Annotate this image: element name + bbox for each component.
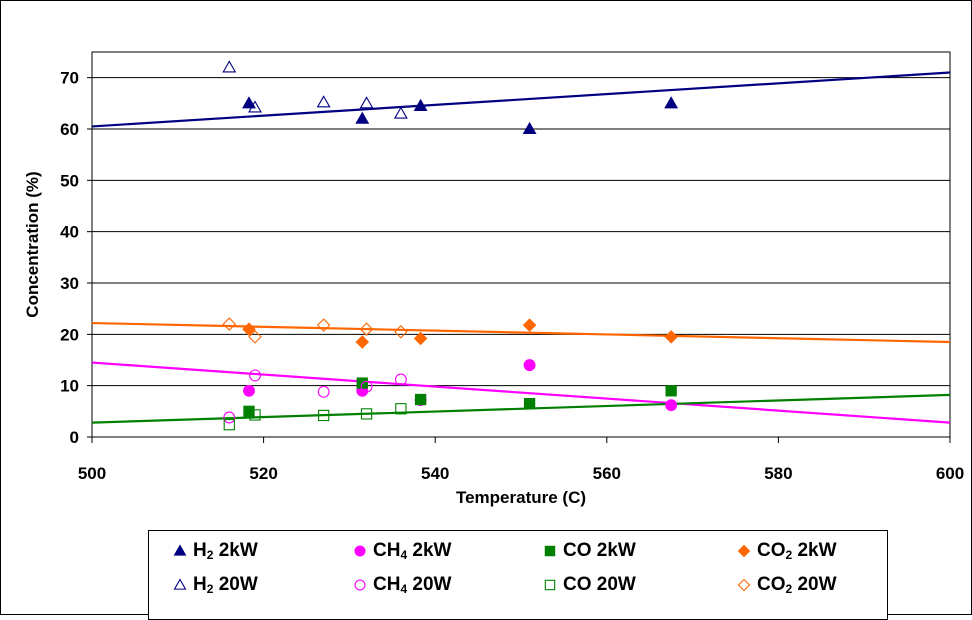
data-point <box>243 384 255 397</box>
legend-label: H2 2kW <box>193 540 258 562</box>
legend-label: CO2 20W <box>757 574 837 596</box>
x-tick-label: 520 <box>249 464 277 483</box>
data-point <box>360 408 373 420</box>
legend-item: CO 20W <box>543 573 636 597</box>
series-ch4-2kw <box>243 359 678 412</box>
data-point <box>223 419 235 431</box>
data-point <box>393 106 408 119</box>
x-tick-label: 540 <box>421 464 449 483</box>
legend-item: H2 2kW <box>173 539 258 563</box>
series-co2-20w <box>222 317 408 344</box>
legend-item: CO 2kW <box>543 539 636 563</box>
data-point <box>242 322 256 336</box>
data-point <box>316 318 331 332</box>
data-point <box>222 317 237 331</box>
legend-marker-icon <box>737 544 751 558</box>
legend-marker-icon <box>173 544 187 556</box>
y-tick-label: 20 <box>60 325 79 344</box>
x-tick-label: 560 <box>593 464 621 483</box>
data-point <box>359 96 374 109</box>
x-axis-title: Temperature (C) <box>456 488 586 507</box>
y-tick-label: 60 <box>60 120 79 139</box>
legend-item: H2 20W <box>173 573 258 597</box>
x-tick-label: 580 <box>764 464 792 483</box>
series-h2-20w <box>222 60 408 119</box>
data-point <box>243 405 255 417</box>
data-point <box>223 411 236 424</box>
legend-label: CO2 2kW <box>757 540 837 562</box>
data-point <box>522 318 537 332</box>
data-point <box>413 98 428 111</box>
data-point <box>316 95 331 108</box>
data-point <box>355 111 370 124</box>
data-point <box>395 403 407 415</box>
y-tick-label: 30 <box>60 274 79 293</box>
data-point <box>222 60 237 73</box>
x-tick-label: 600 <box>936 464 964 483</box>
data-point <box>394 324 408 339</box>
legend-label: CO 2kW <box>563 540 636 561</box>
plot-area <box>91 51 951 438</box>
y-tick-label: 0 <box>70 428 79 447</box>
legend-marker-icon <box>544 579 556 591</box>
legend-item: CO2 20W <box>737 573 837 597</box>
trendline <box>91 393 951 424</box>
legend-label: CO 20W <box>563 574 636 595</box>
data-point <box>355 335 370 349</box>
series-co2-2kw <box>242 318 678 349</box>
legend-item: CH4 2kW <box>353 539 452 563</box>
data-point <box>664 330 678 344</box>
y-tick-label: 10 <box>60 377 79 396</box>
legend: H2 2kW CH4 2kW CO 2kW CO2 2kW H2 20W CH4 20W C… <box>148 530 888 620</box>
data-point <box>248 100 262 113</box>
x-tick-label: 500 <box>78 464 106 483</box>
y-tick-label: 50 <box>60 171 79 190</box>
data-point <box>665 399 678 412</box>
legend-item: CH4 20W <box>353 573 452 597</box>
data-point <box>665 385 677 397</box>
data-point <box>359 322 374 336</box>
legend-marker-icon <box>544 545 556 557</box>
data-point <box>249 369 261 382</box>
legend-item: CO2 2kW <box>737 539 837 563</box>
y-axis-title: Concentration (%) <box>23 171 42 317</box>
series-h2-2kw <box>242 96 679 135</box>
trendlines <box>91 71 951 424</box>
data-point <box>523 397 536 410</box>
y-tick-label: 40 <box>60 223 79 242</box>
legend-marker-icon <box>354 545 366 557</box>
trendline <box>91 321 951 344</box>
trendline <box>91 361 951 424</box>
legend-label: H2 20W <box>193 574 258 596</box>
legend-label: CH4 20W <box>373 574 452 596</box>
data-point <box>523 359 536 372</box>
data-point <box>249 409 261 421</box>
data-points <box>222 60 679 431</box>
data-point <box>317 385 330 398</box>
x-axis-ticks: 500 520 540 560 580 600 <box>78 437 964 483</box>
legend-label: CH4 2kW <box>373 540 452 562</box>
data-point <box>413 331 428 346</box>
legend-marker-icon <box>737 578 751 592</box>
legend-marker-icon <box>354 579 366 591</box>
series-ch4-20w <box>223 369 407 424</box>
trendline <box>91 71 951 128</box>
data-point <box>318 409 330 422</box>
legend-marker-icon <box>173 578 187 590</box>
data-point <box>394 373 407 386</box>
data-point <box>360 380 373 393</box>
y-tick-label: 70 <box>60 69 79 88</box>
gridlines <box>92 77 950 387</box>
y-axis-ticks: 0 10 20 30 40 50 60 70 <box>60 69 92 447</box>
data-point <box>414 393 427 406</box>
series-co-20w <box>223 403 407 431</box>
data-point <box>522 121 537 135</box>
data-point <box>664 96 679 109</box>
data-point <box>248 330 262 344</box>
data-point <box>242 96 256 109</box>
